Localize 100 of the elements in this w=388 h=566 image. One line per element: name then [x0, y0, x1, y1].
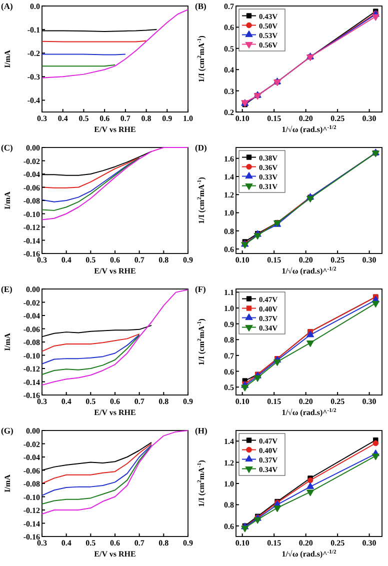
x-tick-label: 1.0 [183, 114, 193, 123]
x-tick-label: 0.3 [37, 397, 47, 406]
x-tick-label: 0.25 [330, 256, 345, 264]
chart-title: (A) [1, 1, 13, 11]
y-tick-label: -0.16 [23, 532, 40, 542]
y-tick-label: 0.8 [224, 336, 234, 345]
y-tick-label: -0.3 [27, 72, 40, 82]
x-axis-title: E/V vs RHE [94, 125, 136, 134]
x-tick-label: 0.8 [158, 397, 169, 406]
y-axis-title: I/mA [3, 474, 12, 492]
y-tick-label: 1.0 [224, 208, 234, 218]
x-tick-label: 0.7 [134, 256, 144, 264]
x-tick-label: 0.8 [158, 256, 169, 264]
x-tick-label: 0.10 [235, 538, 250, 548]
x-tick-label: 0.5 [86, 538, 96, 548]
x-tick-label: 0.15 [267, 397, 282, 406]
y-tick-label: 1.6 [224, 154, 234, 164]
x-tick-label: 0.4 [58, 114, 68, 123]
x-tick-label: 0.5 [86, 256, 96, 264]
y-tick-label: -0.12 [23, 223, 40, 232]
x-axis-title: E/V vs RHE [94, 550, 136, 558]
y-tick-label: 1.4 [224, 437, 234, 446]
y-tick-label: -0.14 [23, 519, 40, 528]
y-tick-label: 0.5 [224, 44, 234, 54]
y-tick-label: -0.10 [23, 351, 40, 360]
x-tick-label: 0.7 [120, 114, 130, 123]
y-tick-label: 0.6 [224, 23, 234, 32]
y-tick-label: 0.6 [224, 367, 234, 376]
y-tick-label: -0.1 [27, 26, 40, 35]
y-tick-label: 0.00 [26, 144, 40, 152]
x-tick-label: 0.9 [162, 114, 172, 123]
x-axis-title: 1/√ω (rad.s)^$^{-1/2}$ [282, 266, 336, 276]
y-tick-label: -0.06 [23, 466, 40, 476]
x-tick-label: 0.3 [37, 114, 47, 123]
y-tick-label: 0.5 [224, 383, 234, 392]
x-tick-label: 0.5 [86, 397, 96, 406]
x-tick-label: 0.20 [298, 256, 313, 264]
x-tick-label: 0.20 [298, 114, 313, 123]
chart-title: (F) [195, 284, 206, 294]
y-axis-title: I/mA [3, 332, 12, 351]
chart-title: (G) [1, 426, 14, 436]
x-tick-label: 0.15 [267, 538, 282, 548]
x-tick-label: 0.3 [37, 256, 47, 264]
y-tick-label: -0.04 [23, 453, 40, 462]
y-axis-title: I/mA [3, 50, 12, 68]
x-tick-label: 0.7 [134, 538, 144, 548]
x-tick-label: 0.30 [362, 397, 376, 406]
x-tick-label: 0.6 [110, 397, 120, 406]
y-tick-label: 1.4 [224, 172, 234, 182]
x-tick-label: 0.3 [37, 538, 47, 548]
y-tick-label: 0.0 [30, 2, 40, 11]
x-tick-label: 0.20 [298, 397, 313, 406]
y-tick-label: -0.08 [23, 338, 40, 347]
x-axis-title: 1/√ω (rad.s)^$^{-1/2}$ [282, 125, 336, 134]
chart-title: (C) [1, 142, 13, 152]
y-tick-label: -0.04 [23, 170, 40, 179]
y-tick-label: -0.02 [23, 440, 40, 449]
y-tick-label: -0.06 [23, 183, 40, 192]
x-tick-label: 0.7 [134, 397, 144, 406]
x-tick-label: 0.30 [362, 538, 376, 548]
x-tick-label: 0.15 [267, 114, 282, 123]
chart-title: (E) [1, 284, 12, 294]
y-tick-label: -0.08 [23, 480, 40, 488]
y-tick-label: 0.7 [224, 351, 234, 360]
x-tick-label: 0.15 [267, 256, 282, 264]
y-tick-label: 1.0 [224, 304, 234, 313]
y-tick-label: -0.08 [23, 196, 40, 206]
y-tick-label: -0.02 [23, 156, 40, 166]
y-tick-label: -0.12 [23, 506, 40, 515]
x-tick-label: 0.8 [158, 538, 169, 548]
x-tick-label: 0.9 [183, 256, 193, 264]
x-axis-title: E/V vs RHE [94, 408, 136, 417]
y-tick-label: 0.8 [224, 226, 234, 236]
y-tick-label: 1.2 [224, 458, 234, 468]
x-axis-title: 1/√ω (rad.s)^$^{-1/2}$ [282, 408, 336, 417]
x-tick-label: 0.4 [61, 397, 72, 406]
y-axis-title: I/mA [3, 191, 12, 210]
y-tick-label: 0.00 [26, 426, 40, 436]
y-tick-label: -0.14 [23, 378, 40, 387]
x-tick-label: 0.9 [183, 538, 193, 548]
x-tick-label: 0.5 [78, 114, 89, 123]
x-tick-label: 0.25 [330, 114, 345, 123]
x-tick-label: 0.10 [235, 256, 250, 264]
y-tick-label: -0.04 [23, 312, 40, 320]
y-tick-label: 0.6 [224, 244, 234, 254]
y-tick-label: -0.06 [23, 324, 40, 334]
y-tick-label: -0.16 [23, 391, 40, 400]
y-tick-label: 0.3 [224, 86, 234, 96]
chart-title: (H) [195, 426, 208, 436]
y-tick-label: 1.0 [224, 480, 234, 488]
chart-title: (B) [195, 1, 206, 11]
y-tick-label: -0.2 [27, 49, 40, 58]
x-tick-label: 0.6 [100, 114, 110, 123]
x-tick-label: 0.4 [61, 538, 72, 548]
x-tick-label: 0.25 [330, 397, 345, 406]
y-tick-label: 0.7 [224, 2, 234, 11]
x-tick-label: 0.20 [298, 538, 313, 548]
x-tick-label: 0.25 [330, 538, 345, 548]
y-tick-label: 1.1 [224, 288, 234, 298]
x-tick-label: 0.30 [362, 114, 376, 123]
